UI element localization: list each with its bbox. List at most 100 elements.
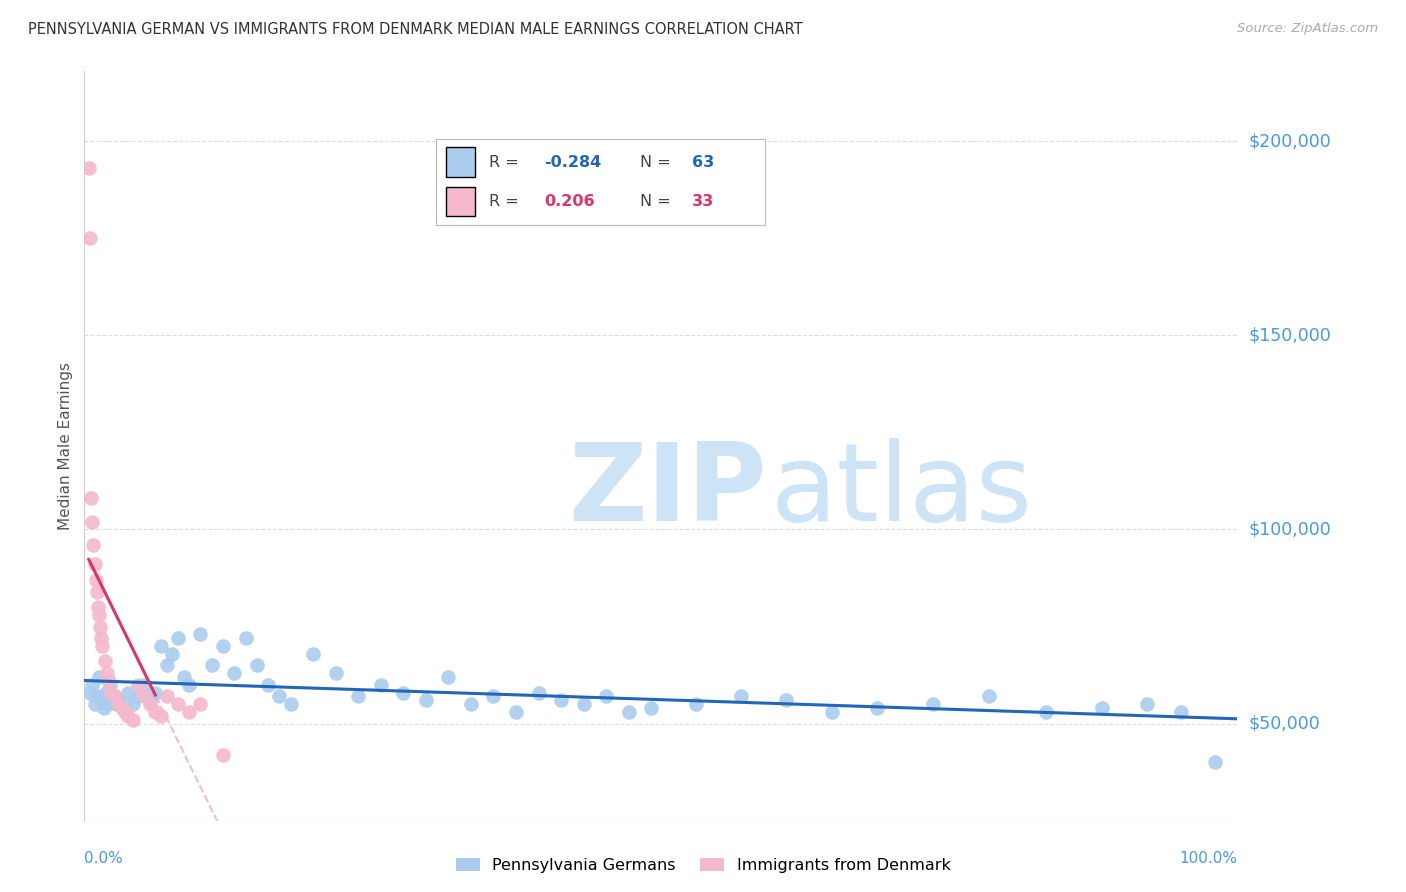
- Point: [82, 515, 104, 529]
- Text: $150,000: $150,000: [1249, 326, 1331, 344]
- Point: [93, 655, 115, 669]
- Point: [1170, 705, 1192, 719]
- Point: [460, 697, 482, 711]
- Point: [100, 685, 122, 699]
- Point: [595, 690, 617, 704]
- Point: [117, 685, 139, 699]
- Text: PENNSYLVANIA GERMAN VS IMMIGRANTS FROM DENMARK MEDIAN MALE EARNINGS CORRELATION : PENNSYLVANIA GERMAN VS IMMIGRANTS FROM D…: [28, 22, 803, 37]
- Point: [347, 690, 370, 704]
- Point: [1035, 705, 1057, 719]
- Text: $100,000: $100,000: [1249, 520, 1331, 539]
- Point: [392, 685, 415, 699]
- Point: [107, 697, 129, 711]
- Text: 100.0%: 100.0%: [1180, 851, 1237, 866]
- Point: [86, 584, 108, 599]
- Text: atlas: atlas: [770, 438, 1032, 544]
- Point: [108, 693, 131, 707]
- Point: [87, 600, 110, 615]
- Point: [101, 690, 124, 704]
- Point: [110, 701, 132, 715]
- Point: [143, 705, 166, 719]
- Point: [173, 670, 195, 684]
- Point: [98, 673, 121, 688]
- Point: [87, 607, 110, 622]
- Point: [224, 666, 246, 681]
- Point: [77, 161, 100, 176]
- Text: $50,000: $50,000: [1249, 714, 1320, 732]
- Point: [820, 705, 842, 719]
- Point: [257, 678, 280, 692]
- Y-axis label: Median Male Earnings: Median Male Earnings: [58, 362, 73, 530]
- Point: [201, 658, 224, 673]
- Point: [527, 685, 550, 699]
- Point: [150, 639, 173, 653]
- Point: [437, 670, 460, 684]
- Point: [1136, 697, 1159, 711]
- Point: [302, 647, 325, 661]
- Point: [280, 697, 302, 711]
- Point: [127, 678, 149, 692]
- Text: ZIP: ZIP: [568, 438, 768, 544]
- Point: [83, 697, 105, 711]
- Point: [370, 678, 392, 692]
- Point: [156, 658, 179, 673]
- Point: [82, 678, 104, 692]
- Point: [212, 639, 235, 653]
- Point: [1204, 756, 1226, 770]
- Point: [79, 685, 101, 699]
- Point: [156, 690, 179, 704]
- Point: [90, 693, 112, 707]
- Point: [865, 701, 887, 715]
- Point: [550, 693, 572, 707]
- Point: [167, 631, 190, 645]
- Point: [162, 647, 184, 661]
- Point: [212, 747, 235, 762]
- Point: [90, 631, 112, 645]
- Point: [121, 713, 143, 727]
- Point: [415, 693, 437, 707]
- Point: [121, 697, 143, 711]
- Point: [922, 697, 945, 711]
- Point: [167, 697, 190, 711]
- Point: [179, 705, 201, 719]
- Point: [89, 619, 111, 633]
- Text: Source: ZipAtlas.com: Source: ZipAtlas.com: [1237, 22, 1378, 36]
- Point: [138, 697, 160, 711]
- Point: [730, 690, 752, 704]
- Point: [979, 690, 1001, 704]
- Point: [93, 701, 115, 715]
- Point: [117, 708, 139, 723]
- Point: [179, 678, 201, 692]
- Point: [505, 705, 527, 719]
- Point: [325, 666, 347, 681]
- Point: [86, 690, 108, 704]
- Point: [104, 697, 127, 711]
- Point: [104, 690, 127, 704]
- Point: [246, 658, 269, 673]
- Point: [572, 697, 595, 711]
- Point: [112, 701, 135, 715]
- Point: [127, 690, 149, 704]
- Point: [91, 639, 114, 653]
- Point: [640, 701, 662, 715]
- Text: 0.0%: 0.0%: [84, 851, 124, 866]
- Point: [96, 666, 118, 681]
- Point: [84, 573, 107, 587]
- Text: $200,000: $200,000: [1249, 132, 1331, 150]
- Point: [83, 558, 105, 572]
- Point: [150, 708, 173, 723]
- Legend: Pennsylvania Germans, Immigrants from Denmark: Pennsylvania Germans, Immigrants from De…: [449, 852, 957, 880]
- Point: [114, 705, 136, 719]
- Point: [685, 697, 707, 711]
- Point: [190, 627, 212, 641]
- Point: [87, 670, 110, 684]
- Point: [775, 693, 797, 707]
- Point: [1091, 701, 1114, 715]
- Point: [97, 697, 120, 711]
- Point: [79, 231, 101, 245]
- Point: [132, 690, 155, 704]
- Point: [617, 705, 640, 719]
- Point: [94, 685, 117, 699]
- Point: [269, 690, 291, 704]
- Point: [132, 678, 155, 692]
